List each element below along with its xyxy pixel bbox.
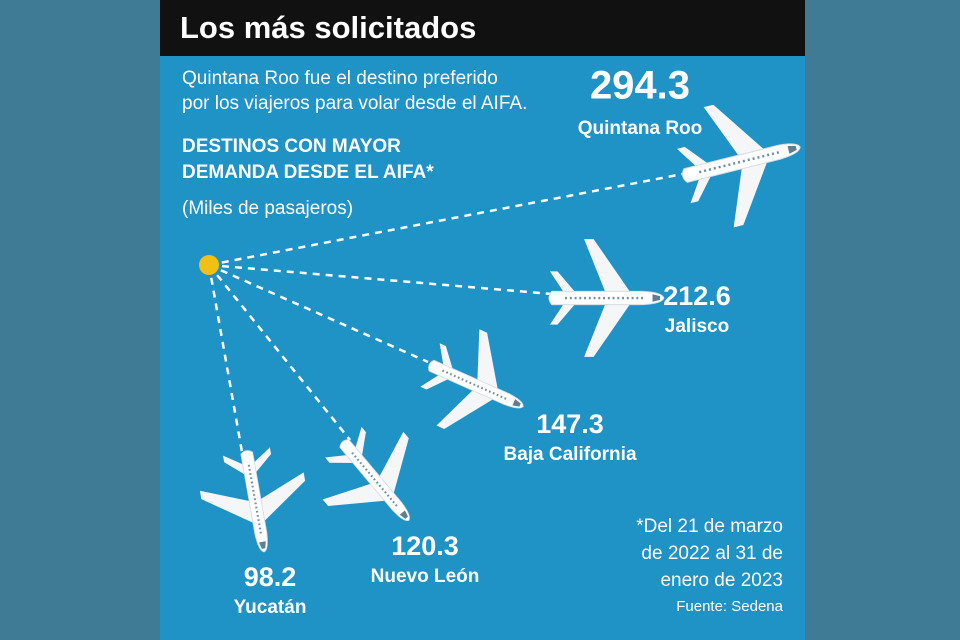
route-line (208, 263, 429, 364)
plane-wing (477, 329, 498, 389)
subtitle: DESTINOS CON MAYOR (182, 136, 401, 157)
destination-value: 147.3 (536, 409, 604, 439)
destination-value: 294.3 (590, 64, 690, 108)
route-line (208, 263, 553, 296)
destination-value: 120.3 (391, 531, 459, 561)
plane-wing (703, 104, 764, 156)
plane-wing (223, 455, 245, 475)
plane-wing (254, 447, 272, 473)
plane-wing (199, 490, 253, 523)
destination-name: Baja California (503, 444, 636, 465)
plane-wing (676, 146, 708, 166)
plane-wing (733, 162, 767, 228)
route-line (207, 264, 244, 453)
plane-cockpit (652, 294, 661, 302)
route-line (208, 171, 689, 267)
plane-wing (379, 431, 409, 494)
unit: (Miles de pasajeros) (182, 198, 353, 219)
origin-dot (199, 255, 219, 275)
note: enero de 2023 (660, 570, 783, 591)
panel (160, 0, 805, 640)
intro: por los viajeros para volar desde el AIF… (182, 93, 527, 114)
destination-value: 212.6 (663, 281, 731, 311)
plane-wing (355, 426, 366, 456)
plane-wing (584, 304, 630, 357)
destination-name: Quintana Roo (578, 118, 703, 139)
route-line (208, 264, 351, 441)
destination-name: Yucatán (234, 597, 307, 618)
plane-body (240, 450, 268, 553)
plane-wing (420, 375, 448, 390)
source: Fuente: Sedena (676, 598, 783, 615)
plane-wing (260, 472, 306, 521)
plane-body (428, 359, 524, 409)
header-bar (160, 0, 805, 56)
plane-body (548, 290, 665, 306)
plane-wing (584, 239, 630, 292)
plane-wing (690, 176, 711, 204)
plane (199, 447, 306, 553)
intro: Quintana Roo fue el destino preferido (182, 68, 498, 89)
note: de 2022 al 31 de (641, 543, 783, 564)
subtitle: DEMANDA DESDE EL AIFA* (182, 162, 434, 183)
plane-cockpit (259, 541, 266, 549)
plane-cockpit (512, 399, 521, 407)
plane-wing (549, 304, 575, 325)
destination-value: 98.2 (244, 562, 297, 592)
plane (548, 239, 665, 357)
destination-name: Nuevo León (371, 566, 480, 587)
plane-body (682, 143, 801, 183)
plane (676, 104, 801, 228)
plane (420, 329, 524, 429)
plane-cockpit (787, 146, 797, 154)
plane-wing (322, 483, 385, 507)
plane-cockpit (399, 510, 408, 519)
plane-wing (436, 390, 493, 429)
plane-wing (325, 455, 353, 463)
destination-name: Jalisco (665, 316, 729, 337)
plane-wing (439, 343, 453, 369)
title: Los más solicitados (180, 10, 476, 45)
note: *Del 21 de marzo (636, 516, 783, 537)
plane (322, 426, 410, 522)
plane-wing (549, 271, 575, 292)
